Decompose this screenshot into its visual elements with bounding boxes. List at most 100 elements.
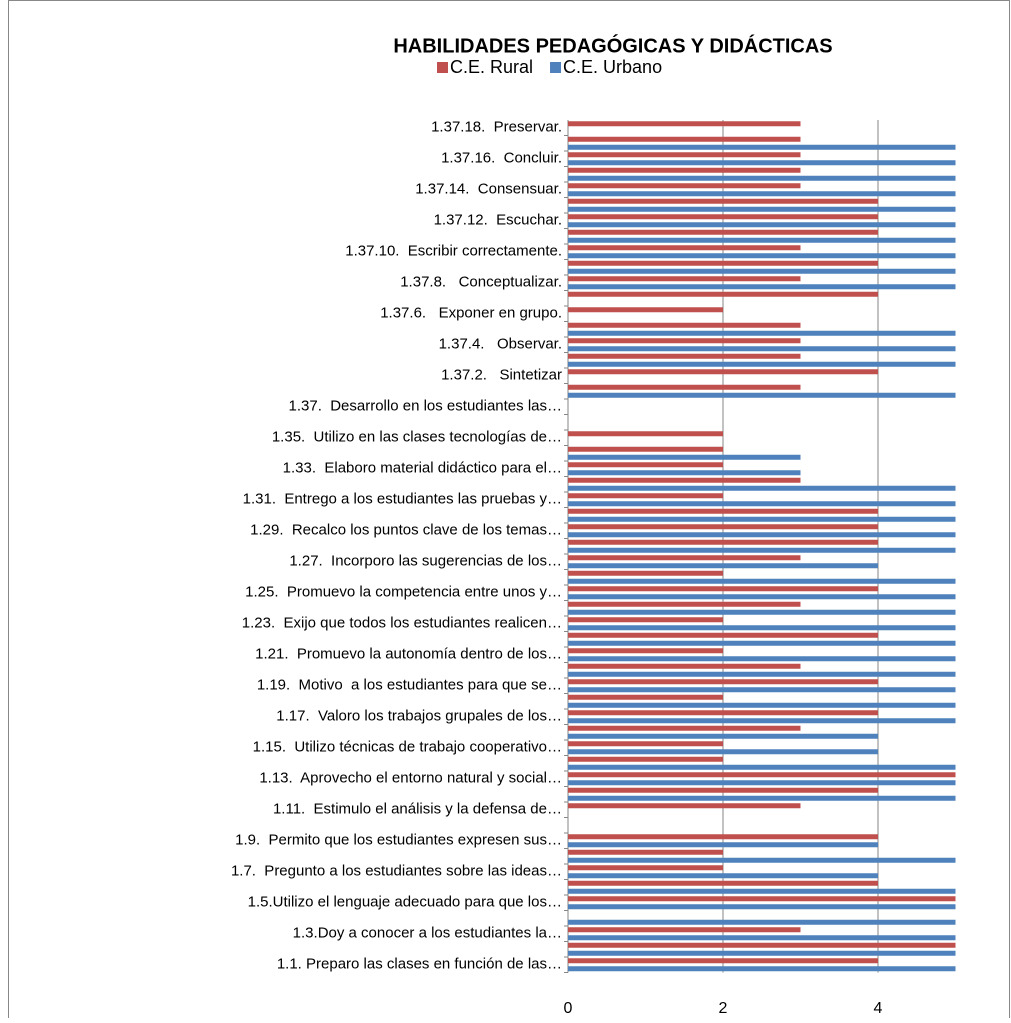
bar [568,501,956,507]
bar [568,586,878,592]
bar [568,431,723,437]
bar [568,617,723,623]
bar [568,136,801,142]
bar [568,648,723,654]
bar [568,950,956,956]
bar [568,873,878,879]
bar [568,346,956,352]
y-tick-label: 1.21. Promuevo la autonomía dentro de lo… [255,646,562,663]
bar [568,787,878,793]
y-tick-label: 1.37.6. Exponer en grupo. [380,305,562,322]
bar [568,935,956,941]
bar [568,663,801,669]
bar [568,237,956,243]
bar [568,214,878,220]
bar [568,834,878,840]
bar [568,725,801,731]
bar [568,260,878,266]
y-tick-label: 1.33. Elaboro material didáctico para el… [283,460,562,477]
y-tick-label: 1.37.14. Consensuar. [415,181,562,198]
bar [568,307,723,313]
bar [568,632,878,638]
bar [568,764,956,770]
y-tick-label: 1.37.4. Observar. [439,336,562,353]
bar [568,942,956,948]
legend-swatch [437,62,448,73]
bar [568,563,878,569]
y-tick-label: 1.37.8. Conceptualizar. [400,274,562,291]
legend-label: C.E. Urbano [563,57,662,77]
bar [568,167,801,173]
bar [568,710,878,716]
y-tick-label: 1.23. Exijo que todos los estudiantes re… [242,615,562,632]
bar [568,594,956,600]
bar [568,555,801,561]
bar [568,532,956,538]
bar [568,470,801,476]
bar [568,694,723,700]
y-tick-label: 1.31. Entrego a los estudiantes las prue… [243,491,562,508]
bar [568,849,723,855]
bar [568,183,801,189]
bar [568,245,801,251]
chart-title: HABILIDADES PEDAGÓGICAS Y DIDÁCTICAS [393,33,832,57]
bar [568,609,956,615]
legend-label: C.E. Rural [450,57,533,77]
bar [568,958,878,964]
bar [568,454,801,460]
bar [568,904,956,910]
bar [568,772,956,778]
y-tick-label: 1.15. Utilizo técnicas de trabajo cooper… [253,739,562,756]
bar [568,508,878,514]
bar [568,842,878,848]
bar [568,919,956,925]
bar [568,446,723,452]
bar [568,880,878,886]
y-tick-label: 1.37.2. Sintetizar [441,367,562,384]
bar [568,160,956,166]
bar [568,276,801,282]
bar [568,640,956,646]
bar [568,896,956,902]
bar [568,361,956,367]
bar [568,353,801,359]
bar [568,121,801,127]
bar [568,733,878,739]
y-tick-label: 1.7. Pregunto a los estudiantes sobre la… [231,863,562,880]
bar [568,578,956,584]
bar [568,524,878,530]
bar [568,803,801,809]
bar [568,756,723,762]
y-tick-label: 1.29. Recalco los puntos clave de los te… [250,522,562,539]
bar [568,749,878,755]
bar [568,702,956,708]
y-tick-label: 1.1. Preparo las clases en función de la… [277,956,562,973]
y-tick-label: 1.3.Doy a conocer a los estudiantes la… [293,925,562,942]
y-tick-label: 1.11. Estimulo el análisis y la defensa … [273,801,562,818]
bar [568,222,956,228]
bar [568,330,956,336]
bar [568,625,956,631]
bar [568,718,956,724]
bar [568,516,956,522]
y-tick-label: 1.27. Incorporo las sugerencias de los… [289,553,562,570]
y-tick-label: 1.37.16. Concluir. [441,150,562,167]
bar [568,656,956,662]
bar [568,384,801,390]
bar [568,322,801,328]
bar [568,477,801,483]
bar [568,857,956,863]
bar [568,485,956,491]
y-tick-label: 1.19. Motivo a los estudiantes para que … [257,677,562,694]
bar [568,780,956,786]
bar [568,191,956,197]
x-tick-label: 0 [564,1000,573,1017]
y-tick-label: 1.13. Aprovecho el entorno natural y soc… [259,770,562,787]
bar [568,795,956,801]
bar [568,539,878,545]
bar [568,679,878,685]
bar [568,547,956,553]
y-tick-label: 1.5.Utilizo el lenguaje adecuado para qu… [248,894,562,911]
bar [568,253,956,259]
